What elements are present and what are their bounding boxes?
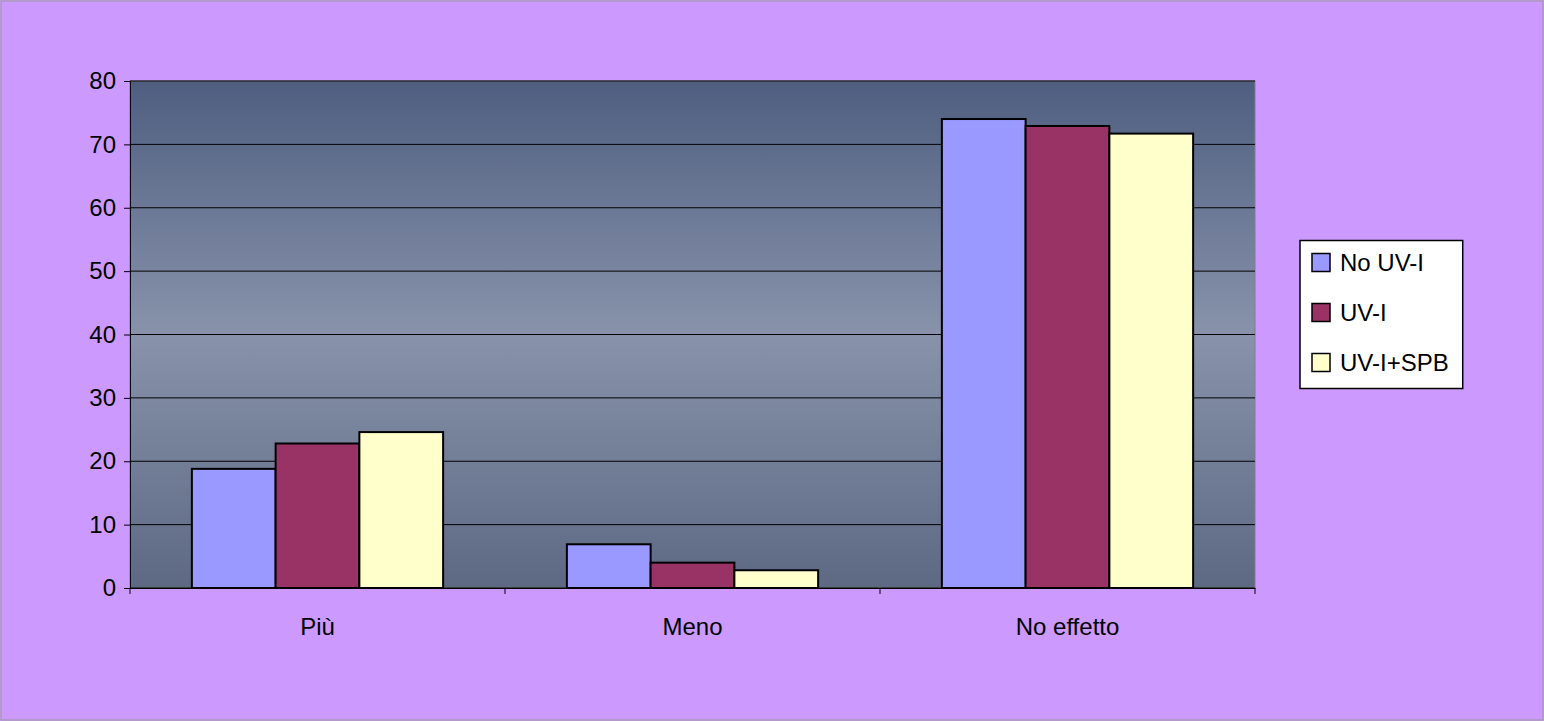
legend-box bbox=[1300, 241, 1463, 389]
tick: 20 bbox=[89, 447, 130, 474]
background bbox=[1, 1, 1543, 720]
axis-line bbox=[131, 588, 1256, 589]
axis-line bbox=[130, 82, 131, 589]
bar bbox=[359, 432, 443, 588]
x-axis: Più Meno No effetto bbox=[130, 588, 1256, 640]
legend: No UV-I UV-I UV-I+SPB bbox=[1300, 241, 1463, 389]
separator-tick bbox=[505, 588, 506, 594]
bar bbox=[942, 119, 1026, 588]
tick: Meno bbox=[662, 588, 722, 640]
tick-label: Più bbox=[300, 613, 335, 640]
series bbox=[359, 134, 1193, 588]
tick-mark bbox=[124, 81, 130, 82]
tick-label: 50 bbox=[89, 257, 116, 284]
legend-swatch bbox=[1312, 304, 1330, 322]
tick: 10 bbox=[89, 511, 130, 538]
separators bbox=[130, 588, 1255, 594]
tick-mark bbox=[124, 525, 130, 526]
tick-mark bbox=[124, 271, 130, 272]
tick-label: 0 bbox=[103, 574, 116, 601]
tick-mark bbox=[124, 588, 130, 589]
tick: 30 bbox=[89, 384, 130, 411]
tick-label: 70 bbox=[89, 131, 116, 158]
legend-swatch bbox=[1312, 254, 1330, 272]
series bbox=[192, 119, 1026, 588]
legend-item: UV-I+SPB bbox=[1312, 349, 1449, 376]
separator-tick bbox=[130, 588, 131, 594]
tick: Più bbox=[300, 588, 335, 640]
tick-mark bbox=[124, 461, 130, 462]
bars bbox=[192, 119, 1193, 588]
legend-label: UV-I bbox=[1340, 299, 1387, 326]
bar bbox=[734, 570, 818, 588]
legend-label: No UV-I bbox=[1340, 249, 1424, 276]
tick-label: 30 bbox=[89, 384, 116, 411]
tick-label: 10 bbox=[89, 511, 116, 538]
y-axis: 0 10 20 30 40 50 60 70 80 bbox=[89, 67, 130, 601]
plot: 0 10 20 30 40 50 60 70 80 Più Meno No effetto bbox=[89, 67, 1255, 640]
tick-mark bbox=[124, 335, 130, 336]
plot-area bbox=[130, 81, 1255, 588]
legend-swatch bbox=[1312, 354, 1330, 372]
tick-mark bbox=[124, 144, 130, 145]
legend-item: No UV-I bbox=[1312, 249, 1424, 276]
grid bbox=[130, 81, 1255, 588]
tick-label: Meno bbox=[662, 613, 722, 640]
bar bbox=[192, 469, 276, 588]
tick-label: 20 bbox=[89, 447, 116, 474]
separator-tick bbox=[880, 588, 881, 594]
chart: 0 10 20 30 40 50 60 70 80 Più Meno No effetto No UV-… bbox=[0, 0, 1544, 721]
tick: 70 bbox=[89, 131, 130, 158]
tick: 80 bbox=[89, 67, 130, 94]
tick: 0 bbox=[103, 574, 130, 601]
series bbox=[276, 126, 1110, 588]
tick-mark bbox=[124, 208, 130, 209]
tick-label: No effetto bbox=[1016, 613, 1120, 640]
grid-line bbox=[130, 81, 1255, 82]
legend-label: UV-I+SPB bbox=[1340, 349, 1449, 376]
tick: 60 bbox=[89, 194, 130, 221]
tick: No effetto bbox=[1016, 588, 1120, 640]
separator-tick bbox=[1255, 588, 1256, 594]
tick-mark bbox=[124, 398, 130, 399]
legend-item: UV-I bbox=[1312, 299, 1387, 326]
tick-label: 60 bbox=[89, 194, 116, 221]
tick-label: 40 bbox=[89, 321, 116, 348]
bar bbox=[1026, 126, 1110, 588]
bar bbox=[1109, 134, 1193, 588]
tick-label: 80 bbox=[89, 67, 116, 94]
bar bbox=[276, 444, 360, 588]
tick: 50 bbox=[89, 257, 130, 284]
bar bbox=[567, 544, 651, 588]
tick: 40 bbox=[89, 321, 130, 348]
bar bbox=[651, 563, 735, 588]
